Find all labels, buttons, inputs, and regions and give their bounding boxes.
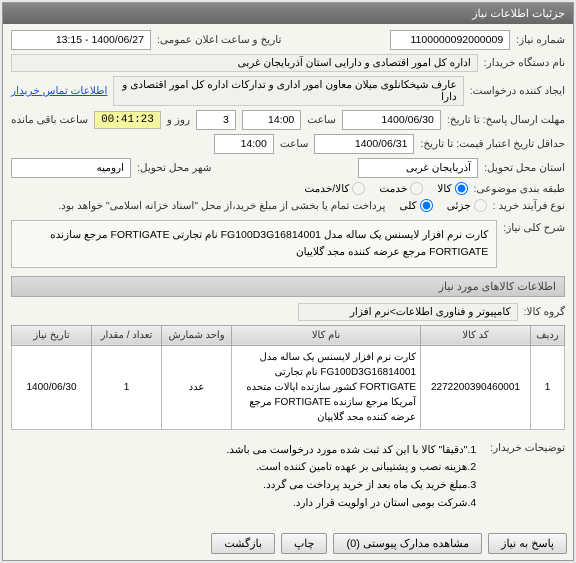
need-no-field: 1100000092000009	[390, 30, 510, 50]
purchase-type-group: جزئی کلی	[399, 199, 486, 212]
need-desc-box: کارت نرم افزار لایسنس یک ساله مدل FG100D…	[11, 220, 497, 268]
cat-both-item[interactable]: کالا/خدمت	[304, 182, 365, 195]
back-button[interactable]: بازگشت	[211, 533, 275, 554]
note-line: 2.هزینه نصب و پشتیبانی بر عهده تامین کنن…	[19, 459, 476, 477]
cat-both-radio[interactable]	[352, 182, 365, 195]
category-label: طبقه بندی موضوعی:	[474, 183, 565, 195]
cell-date: 1400/06/30	[12, 345, 92, 429]
form-body: شماره نیاز: 1100000092000009 تاریخ و ساع…	[3, 24, 573, 527]
attachments-button[interactable]: مشاهده مدارک پیوستی (0)	[333, 533, 482, 554]
cell-unit: عدد	[162, 345, 232, 429]
group-label: گروه کالا:	[524, 306, 565, 318]
buyer-notes: 1."دقیقا" کالا با این کد ثبت شده مورد در…	[11, 438, 484, 517]
purchase-note: پرداخت تمام یا بخشی از مبلغ خرید،از محل …	[58, 200, 385, 212]
cell-code: 2272200390460001	[421, 345, 531, 429]
table-row: 1 2272200390460001 کارت نرم افزار لایسنس…	[12, 345, 565, 429]
col-date: تاریخ نیاز	[12, 325, 92, 345]
cat-goods-label: کالا	[437, 183, 451, 195]
note-line: 4.شرکت بومی استان در اولویت قرار دارد.	[19, 495, 476, 513]
col-unit: واحد شمارش	[162, 325, 232, 345]
announce-field: 1400/06/27 - 13:15	[11, 30, 151, 50]
city-field: ارومیه	[11, 158, 131, 178]
category-radio-group: کالا خدمت کالا/خدمت	[304, 182, 467, 195]
need-no-label: شماره نیاز:	[516, 34, 565, 46]
cat-service-label: خدمت	[379, 183, 407, 195]
province-label: استان محل تحویل:	[484, 162, 565, 174]
requester-field: عارف شیخکانلوی میلان معاون امور اداری و …	[113, 76, 463, 106]
col-code: کد کالا	[421, 325, 531, 345]
footer-buttons: پاسخ به نیاز مشاهده مدارک پیوستی (0) چاپ…	[3, 527, 573, 560]
notes-label: توضیحات خریدار:	[490, 438, 565, 454]
print-button[interactable]: چاپ	[281, 533, 328, 554]
cell-idx: 1	[531, 345, 565, 429]
items-table: ردیف کد کالا نام کالا واحد شمارش تعداد /…	[11, 325, 565, 430]
pt-full-item[interactable]: کلی	[399, 199, 432, 212]
reply-button[interactable]: پاسخ به نیاز	[488, 533, 567, 554]
time-label-2: ساعت	[280, 138, 309, 150]
reply-deadline-label: مهلت ارسال پاسخ: تا تاریخ:	[447, 114, 565, 126]
cat-goods-radio[interactable]	[455, 182, 468, 195]
days-field: 3	[196, 110, 236, 130]
col-qty: تعداد / مقدار	[92, 325, 162, 345]
remain-timer: 00:41:23	[94, 111, 161, 129]
days-label: روز و	[167, 114, 190, 126]
col-idx: ردیف	[531, 325, 565, 345]
note-line: 1."دقیقا" کالا با این کد ثبت شده مورد در…	[19, 442, 476, 460]
reply-time-field: 14:00	[242, 110, 301, 130]
table-header-row: ردیف کد کالا نام کالا واحد شمارش تعداد /…	[12, 325, 565, 345]
need-desc-label: شرح کلی نیاز:	[503, 216, 565, 234]
group-field: کامپیوتر و فناوری اطلاعات>نرم افزار	[298, 303, 518, 321]
cat-both-label: کالا/خدمت	[304, 183, 349, 195]
validity-date-field: 1400/06/31	[314, 134, 414, 154]
remain-label: ساعت باقی مانده	[11, 114, 88, 126]
pt-partial-radio[interactable]	[474, 199, 487, 212]
main-panel: جزئیات اطلاعات نیاز شماره نیاز: 11000000…	[2, 2, 574, 561]
buyer-org-label: نام دستگاه خریدار:	[484, 57, 565, 69]
city-label: شهر محل تحویل:	[137, 162, 212, 174]
items-section-title: اطلاعات کالاهای مورد نیاز	[11, 276, 565, 297]
province-field: آذربایجان غربی	[358, 158, 478, 178]
time-label-1: ساعت	[307, 114, 336, 126]
cell-qty: 1	[92, 345, 162, 429]
pt-partial-label: جزئی	[447, 200, 471, 212]
reply-date-field: 1400/06/30	[342, 110, 441, 130]
pt-partial-item[interactable]: جزئی	[447, 199, 487, 212]
panel-title: جزئیات اطلاعات نیاز	[3, 3, 573, 24]
col-name: نام کالا	[232, 325, 421, 345]
cat-service-radio[interactable]	[410, 182, 423, 195]
note-line: 3.مبلغ خرید یک ماه بعد از خرید پرداخت می…	[19, 477, 476, 495]
cat-service-item[interactable]: خدمت	[379, 182, 423, 195]
requester-label: ایجاد کننده درخواست:	[470, 85, 565, 97]
contact-link[interactable]: اطلاعات تماس خریدار	[11, 85, 107, 97]
validity-time-field: 14:00	[214, 134, 274, 154]
purchase-type-label: نوع فرآیند خرید :	[493, 200, 565, 212]
pt-full-label: کلی	[399, 200, 416, 212]
announce-label: تاریخ و ساعت اعلان عمومی:	[157, 34, 281, 46]
buyer-org-field: اداره کل امور اقتصادی و دارایی استان آذر…	[11, 54, 478, 72]
cell-name: کارت نرم افزار لایسنس یک ساله مدل FG100D…	[232, 345, 421, 429]
validity-label: حداقل تاریخ اعتبار قیمت: تا تاریخ:	[420, 138, 565, 150]
pt-full-radio[interactable]	[420, 199, 433, 212]
cat-goods-item[interactable]: کالا	[437, 182, 467, 195]
